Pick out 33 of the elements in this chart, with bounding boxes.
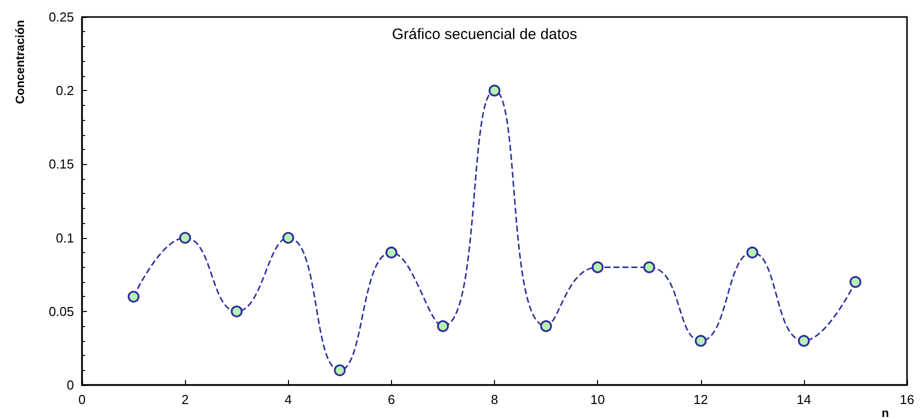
x-tick-label: 16 [900,392,914,407]
x-tick-label: 14 [796,392,812,407]
text: Gráfico secuencial de datos [392,26,578,43]
y-tick-label: 0.1 [56,230,74,246]
point [694,334,707,347]
y-tick-label: 0.15 [48,156,74,172]
x-axis-title: n [882,406,889,418]
x-tick-label: 12 [694,392,708,407]
x-tick-label: 4 [284,392,292,407]
y-tick-label: 0.05 [48,304,74,319]
point [334,364,346,376]
point [746,246,758,258]
y-tick-label: 0 [66,378,74,392]
x-tick-label: 0 [78,392,86,407]
point [282,232,294,244]
point [179,232,192,244]
point [488,84,500,96]
point [850,276,862,288]
x-tick-label: 6 [388,392,395,407]
point [128,290,140,303]
x-tick-label: 2 [182,392,189,407]
y-axis-title: Concentración [13,20,27,104]
point [385,246,398,258]
point [540,320,552,332]
point [437,320,449,332]
point [230,306,243,318]
point [798,334,810,347]
y-tick-label: 0.25 [48,10,74,24]
y-tick-label: 0.2 [56,83,74,98]
point [643,261,656,274]
point [592,261,604,274]
x-tick-label: 8 [490,392,498,407]
x-tick-label: 10 [590,392,605,407]
